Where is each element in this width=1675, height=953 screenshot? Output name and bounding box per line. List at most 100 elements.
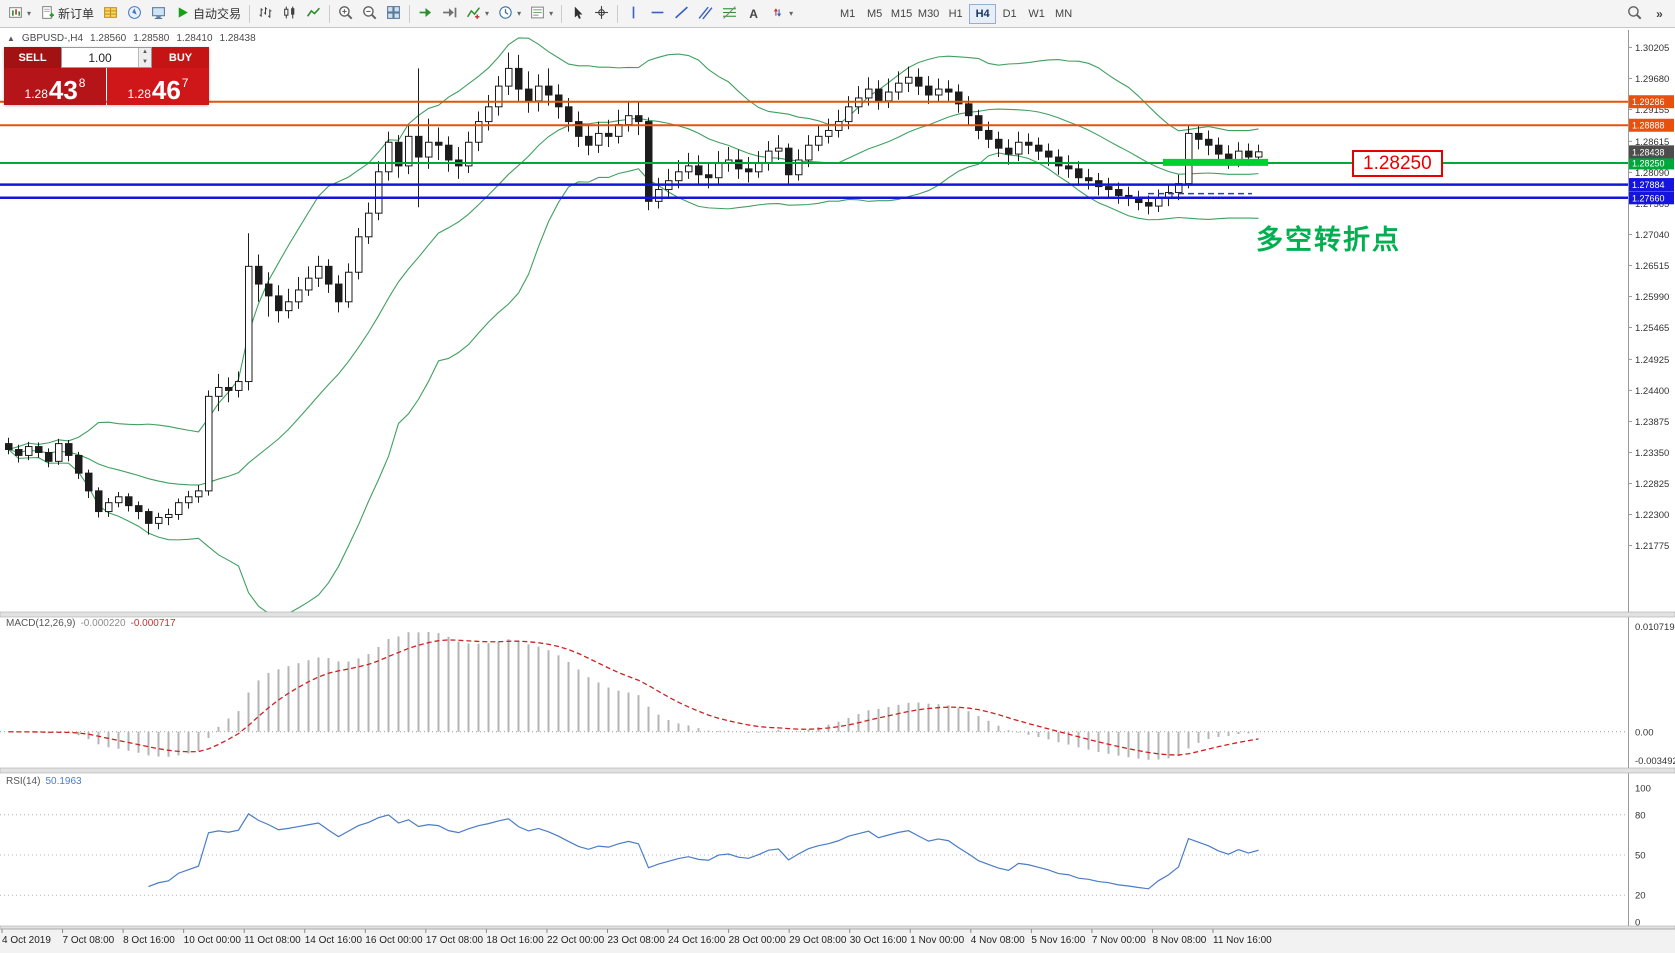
periods-button[interactable]: ▾ <box>494 3 525 25</box>
vline-icon <box>626 5 641 23</box>
price-tag-1.27660 <box>1629 191 1674 205</box>
svg-text:1.28438: 1.28438 <box>1632 147 1665 157</box>
candlestick-chart-button[interactable] <box>278 3 301 25</box>
macd-signal-value: -0.000717 <box>130 618 176 629</box>
new-order-button[interactable]: 新订单 <box>36 3 98 25</box>
marketwatch-icon <box>103 5 118 23</box>
terminal-button[interactable] <box>147 3 170 25</box>
channel-button[interactable] <box>694 3 717 25</box>
symbol-search-button[interactable] <box>1623 3 1646 25</box>
timeframe-M15[interactable]: M15 <box>890 7 913 20</box>
buy-button[interactable]: BUY <box>152 47 209 68</box>
macd-name: MACD(12,26,9) <box>6 618 76 629</box>
price-callout-label[interactable]: 1.28250 <box>1352 150 1443 177</box>
timeframe-M30[interactable]: M30 <box>917 7 940 20</box>
buy-price-pips: 46 <box>151 74 181 105</box>
indicators-button[interactable]: ▾ <box>462 3 493 25</box>
line-chart-button[interactable] <box>302 3 325 25</box>
svg-text:1.26515: 1.26515 <box>1635 261 1669 272</box>
bar-chart-button[interactable] <box>254 3 277 25</box>
crosshair-button[interactable] <box>590 3 613 25</box>
svg-text:1.22825: 1.22825 <box>1635 479 1669 490</box>
channel-icon <box>698 5 713 23</box>
svg-text:1.28615: 1.28615 <box>1635 137 1669 148</box>
toolbar-separator <box>617 4 619 23</box>
autotrading-button[interactable]: 自动交易 <box>171 3 245 25</box>
sell-button[interactable]: SELL <box>4 47 61 68</box>
cursor-button[interactable] <box>566 3 589 25</box>
svg-text:1.25465: 1.25465 <box>1635 323 1669 334</box>
svg-text:29 Oct 08:00: 29 Oct 08:00 <box>789 935 847 946</box>
volume-value[interactable]: 1.00 <box>88 50 112 65</box>
oneclick-collapse-icon[interactable]: ▲ <box>7 34 15 43</box>
timeframe-M5[interactable]: M5 <box>866 7 883 20</box>
timeframe-W1[interactable]: W1 <box>1028 7 1045 20</box>
timeframe-MN[interactable]: MN <box>1055 7 1073 20</box>
vertical-line-button[interactable] <box>622 3 645 25</box>
svg-text:10 Oct 00:00: 10 Oct 00:00 <box>184 935 242 946</box>
zoomin-icon <box>338 5 353 23</box>
navigator-icon <box>127 5 142 23</box>
chart-shift-button[interactable] <box>438 3 461 25</box>
auto-scroll-button[interactable] <box>414 3 437 25</box>
sell-price[interactable]: 1.28 43 8 <box>4 68 106 105</box>
volume-up-icon[interactable]: ▲ <box>139 48 151 58</box>
timeframe-H1[interactable]: H1 <box>948 7 963 20</box>
svg-text:0: 0 <box>1635 918 1640 929</box>
svg-text:1.27660: 1.27660 <box>1632 193 1665 203</box>
turning-point-note[interactable]: 多空转折点 <box>1256 225 1401 255</box>
navigator-button[interactable] <box>123 3 146 25</box>
rsi-value: 50.1963 <box>45 776 82 787</box>
magnifier-icon <box>1627 5 1642 23</box>
toolbar-separator <box>409 4 411 23</box>
zoom-out-button[interactable] <box>358 3 381 25</box>
volume-down-icon[interactable]: ▼ <box>139 57 151 67</box>
arrows-button[interactable]: ▾ <box>766 3 797 25</box>
new-chart-button[interactable]: ▾ <box>4 3 35 25</box>
new-order-button-label: 新订单 <box>58 7 95 21</box>
svg-text:7 Oct 08:00: 7 Oct 08:00 <box>63 935 115 946</box>
bar-high-value: 1.28580 <box>133 33 170 44</box>
volume-stepper[interactable]: 1.00 ▲ ▼ <box>61 47 152 68</box>
svg-text:1 Nov 00:00: 1 Nov 00:00 <box>910 935 964 946</box>
svg-text:1.24400: 1.24400 <box>1635 386 1669 397</box>
svg-text:1.23875: 1.23875 <box>1635 417 1669 428</box>
svg-text:18 Oct 16:00: 18 Oct 16:00 <box>486 935 544 946</box>
rsi-name: RSI(14) <box>6 776 41 787</box>
svg-text:0.010719: 0.010719 <box>1635 622 1675 633</box>
price-tag-1.29286 <box>1629 95 1674 109</box>
price-axis: 1.30205 1.29680 1.29155 1.28615 1.28090 1.275… <box>1628 30 1669 926</box>
svg-text:1.21775: 1.21775 <box>1635 541 1669 552</box>
fibo-icon <box>722 5 737 23</box>
timeframe-M1[interactable]: M1 <box>839 7 856 20</box>
tile-windows-button[interactable] <box>382 3 405 25</box>
buy-price[interactable]: 1.28 46 7 <box>107 68 209 105</box>
text-button[interactable]: A <box>742 3 765 25</box>
timeframe-D1[interactable]: D1 <box>1002 7 1017 20</box>
toolbar-overflow-button[interactable]: » <box>1648 3 1671 25</box>
bars-icon <box>258 5 273 23</box>
price-tag-1.28888 <box>1629 118 1674 132</box>
horizontal-line-button[interactable] <box>646 3 669 25</box>
templates-button[interactable]: ▾ <box>526 3 557 25</box>
symbol-ohlc-label: ▲ GBPUSD-,H4 1.28560 1.28580 1.28410 1.2… <box>7 33 256 44</box>
svg-text:17 Oct 08:00: 17 Oct 08:00 <box>426 935 484 946</box>
svg-text:5 Nov 16:00: 5 Nov 16:00 <box>1031 935 1085 946</box>
market-watch-button[interactable] <box>99 3 122 25</box>
svg-text:22 Oct 00:00: 22 Oct 00:00 <box>547 935 605 946</box>
trendline-button[interactable] <box>670 3 693 25</box>
buy-price-base: 1.28 <box>127 86 151 101</box>
candles-icon <box>282 5 297 23</box>
shift-icon <box>442 5 457 23</box>
panel-splitter-1[interactable] <box>0 611 1675 618</box>
zoom-in-button[interactable] <box>334 3 357 25</box>
panel-splitter-2[interactable] <box>0 767 1675 774</box>
fibonacci-button[interactable] <box>718 3 741 25</box>
svg-text:1.29680: 1.29680 <box>1635 74 1669 85</box>
symbol-name: GBPUSD-,H4 <box>21 33 84 44</box>
rsi-panel: 100 80 50 20 0 <box>0 784 1651 929</box>
indicators-icon <box>466 5 481 23</box>
price-tag-1.28250 <box>1629 156 1674 170</box>
timeframe-H4[interactable]: H4 <box>969 3 997 24</box>
